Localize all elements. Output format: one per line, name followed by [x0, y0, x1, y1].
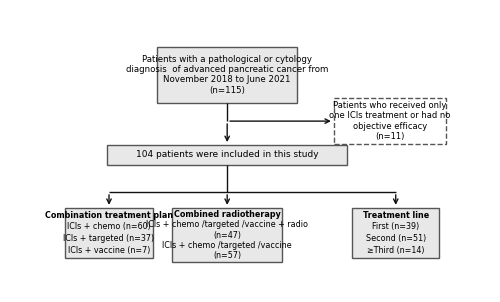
Text: ≥Third (n=14): ≥Third (n=14) [367, 246, 424, 255]
FancyBboxPatch shape [158, 47, 297, 102]
Text: (n=57): (n=57) [213, 251, 241, 260]
Text: First (n=39): First (n=39) [372, 222, 420, 231]
Text: ICIs + targeted (n=37): ICIs + targeted (n=37) [64, 234, 154, 243]
Text: ICIs + vaccine (n=7): ICIs + vaccine (n=7) [68, 246, 150, 255]
FancyBboxPatch shape [66, 208, 152, 258]
FancyBboxPatch shape [334, 98, 446, 144]
Text: ICIs + chemo (n=60): ICIs + chemo (n=60) [67, 222, 151, 231]
Text: Patients who received only
one ICIs treatment or had no
objective efficacy
(n=11: Patients who received only one ICIs trea… [329, 101, 450, 141]
FancyBboxPatch shape [172, 208, 282, 262]
FancyBboxPatch shape [352, 208, 440, 258]
Text: Treatment line: Treatment line [362, 211, 429, 220]
Text: Second (n=51): Second (n=51) [366, 234, 426, 243]
Text: 104 patients were included in this study: 104 patients were included in this study [136, 150, 318, 159]
Text: (n=47): (n=47) [213, 230, 241, 239]
Text: Combination treatment plan: Combination treatment plan [45, 211, 173, 220]
Text: Patients with a pathological or cytology
diagnosis  of advanced pancreatic cance: Patients with a pathological or cytology… [126, 54, 328, 95]
Text: ICIs + chemo /targeted /vaccine + radio: ICIs + chemo /targeted /vaccine + radio [146, 220, 308, 229]
FancyBboxPatch shape [107, 145, 348, 165]
Text: Combined radiotherapy: Combined radiotherapy [174, 210, 281, 219]
Text: ICIs + chemo /targeted /vaccine: ICIs + chemo /targeted /vaccine [162, 241, 292, 250]
